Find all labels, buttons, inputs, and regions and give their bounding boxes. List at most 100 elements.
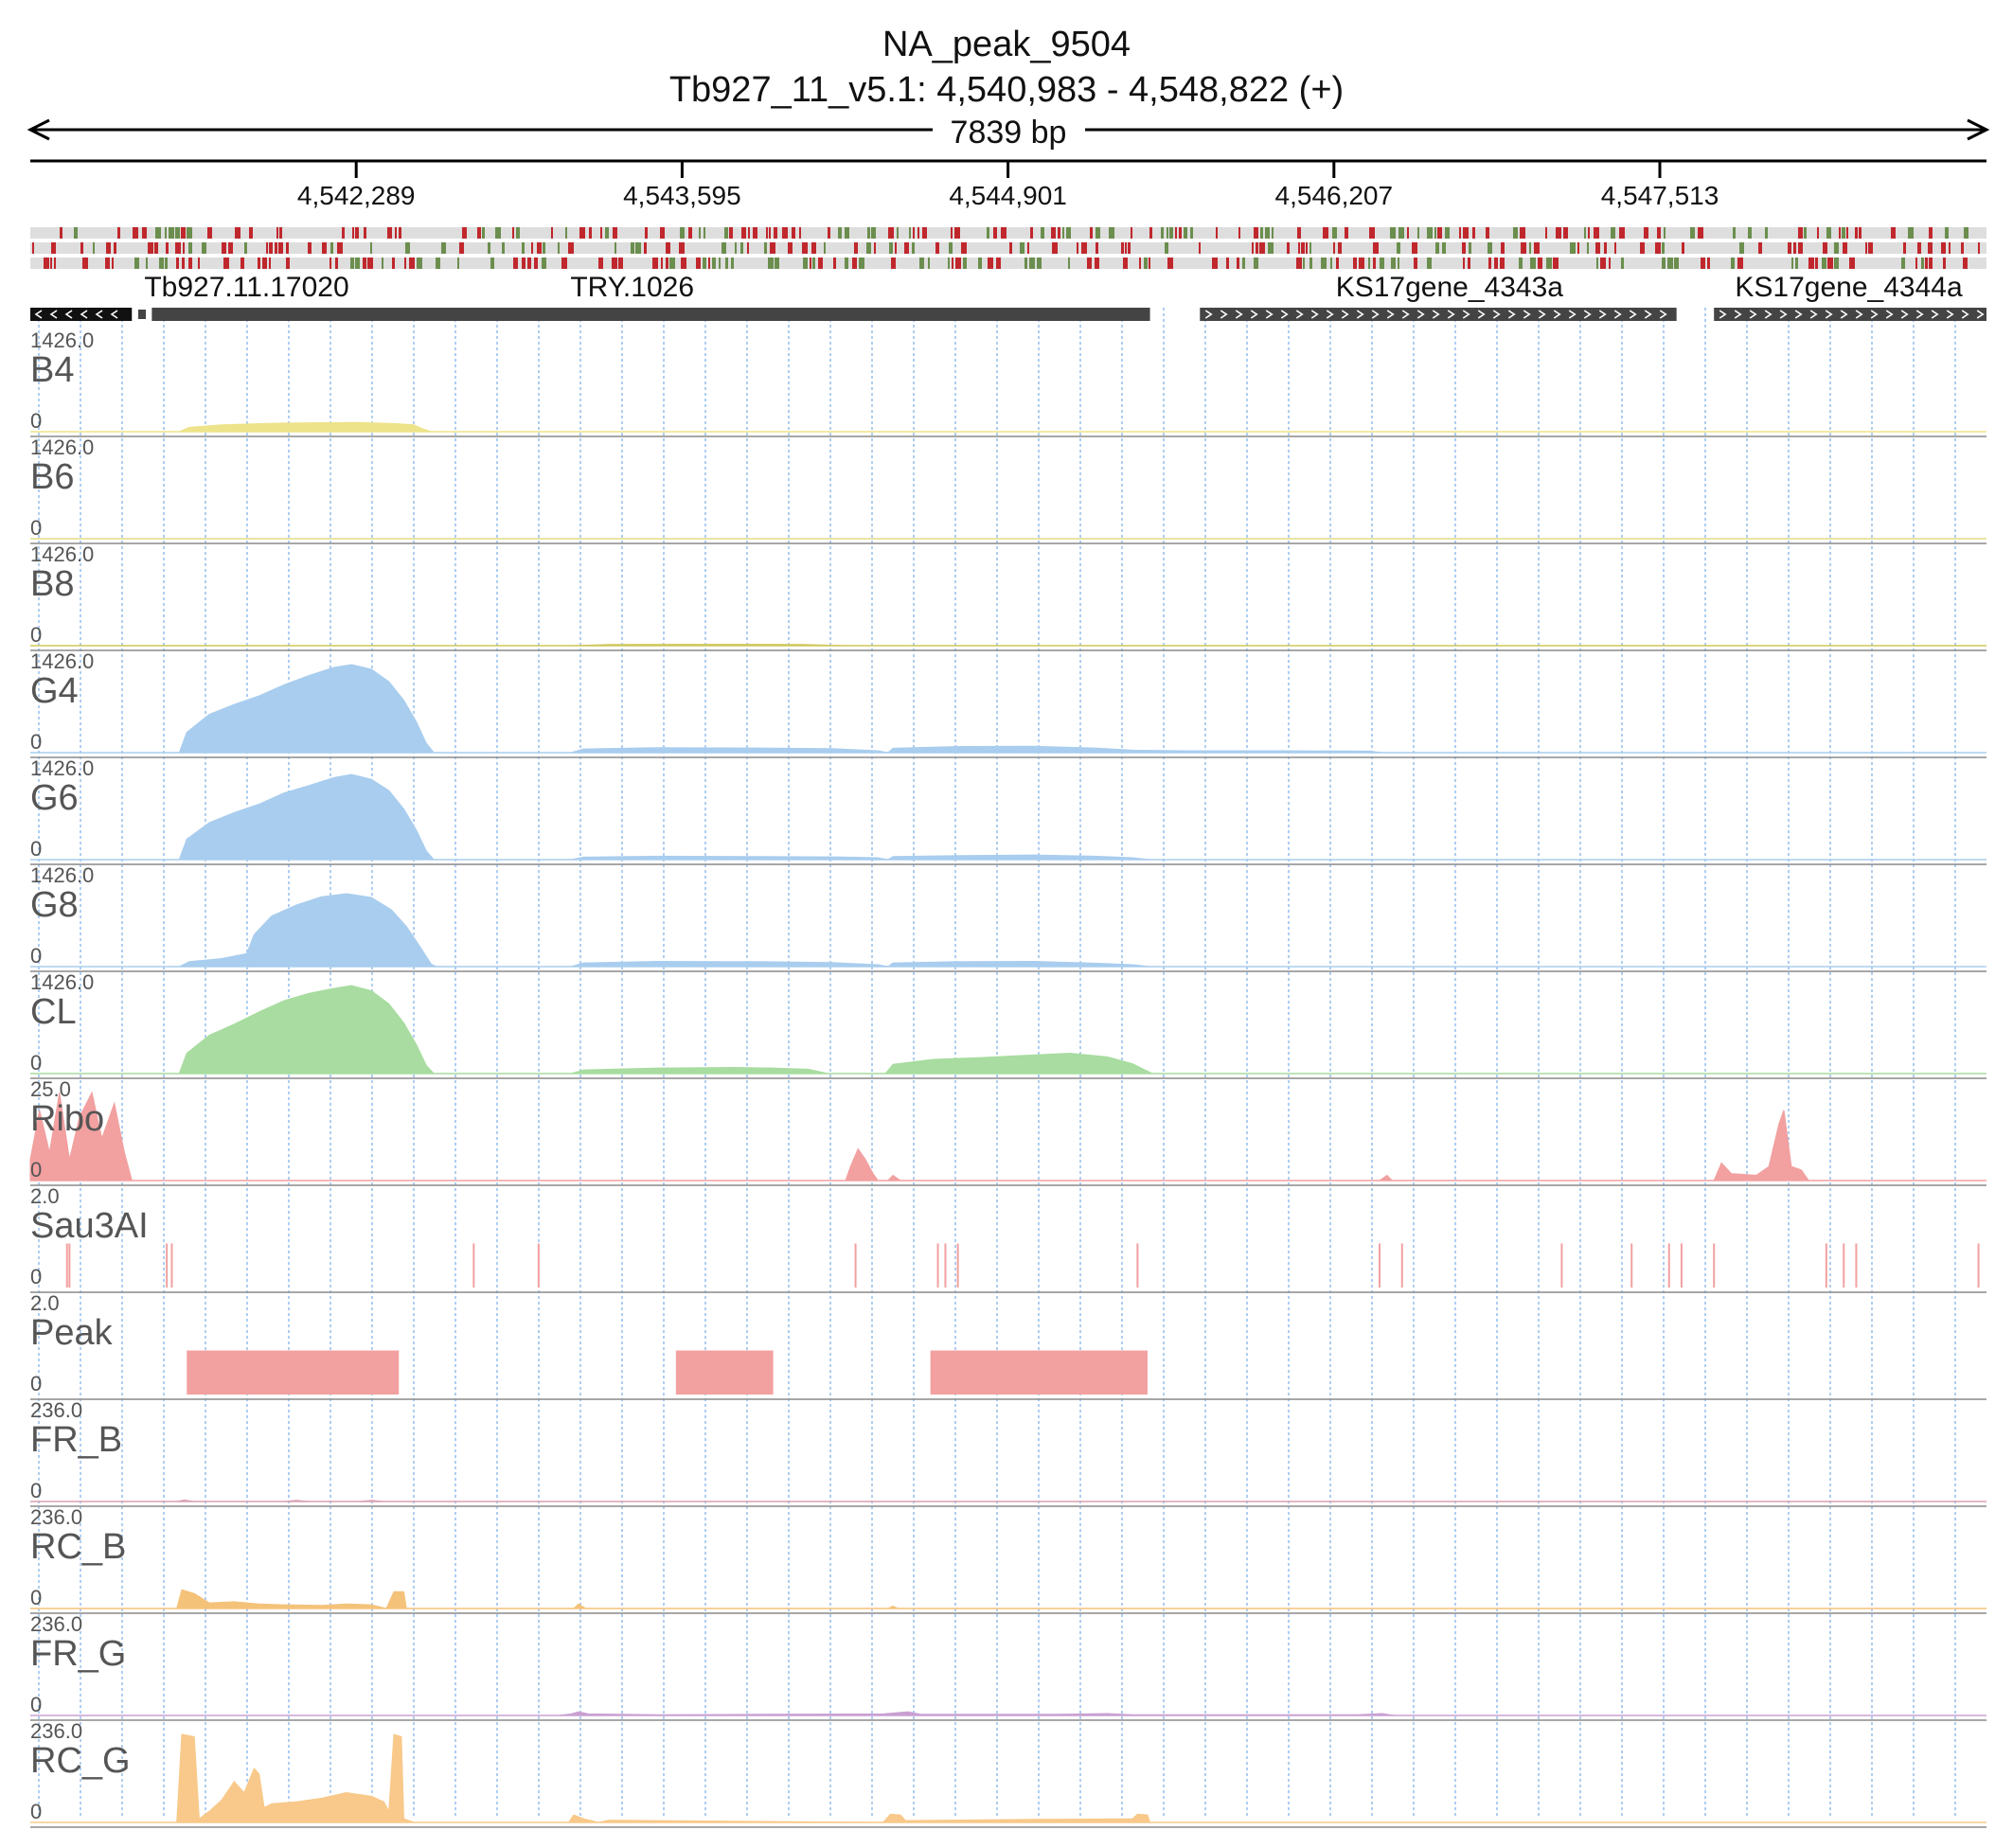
sequence-base-mark	[181, 227, 186, 239]
sequence-base-mark	[1621, 258, 1624, 269]
sequence-base-mark	[1123, 258, 1128, 269]
sequence-base-mark	[1584, 227, 1586, 239]
track-max-label: 1426.0	[30, 329, 94, 352]
sequence-base-mark	[954, 227, 960, 239]
sequence-base-mark	[1442, 242, 1446, 254]
gene-strand-arrow	[1840, 310, 1848, 319]
gene-strand-arrow	[1946, 310, 1954, 319]
sequence-base-mark	[1664, 227, 1666, 239]
sequence-base-mark	[1588, 227, 1590, 239]
sequence-base-mark	[1826, 227, 1831, 239]
sequence-base-mark	[60, 227, 62, 239]
gene-strand-arrow	[1386, 310, 1395, 319]
sequence-base-mark	[1179, 227, 1182, 239]
sequence-base-mark	[1587, 242, 1589, 254]
sequence-base-mark	[1945, 227, 1949, 239]
sequence-base-mark	[1594, 227, 1599, 239]
sequence-base-mark	[169, 227, 174, 239]
gene-strand-arrow	[1900, 310, 1909, 319]
sequence-base-mark	[1553, 258, 1559, 269]
sequence-base-mark	[613, 227, 617, 239]
sequence-base-mark	[1849, 258, 1855, 269]
sequence-base-mark	[165, 227, 167, 239]
sequence-base-mark	[364, 227, 366, 239]
sequence-base-mark	[1323, 227, 1328, 239]
sequence-base-mark	[1109, 227, 1114, 239]
sequence-base-mark	[579, 227, 585, 239]
track-max-label: 1426.0	[30, 435, 94, 459]
sequence-base-mark	[1855, 227, 1858, 239]
gene-strand-arrow	[1915, 310, 1924, 319]
sequence-base-mark	[1081, 242, 1087, 254]
sequence-base-mark	[1121, 242, 1124, 254]
span-arrow-left-head	[27, 118, 50, 141]
sequence-base-mark	[1161, 227, 1164, 239]
sequence-base-mark	[166, 242, 169, 254]
sequence-base-mark	[1978, 242, 1980, 254]
sequence-base-mark	[1252, 242, 1254, 254]
sequence-base-mark	[1788, 242, 1791, 254]
gene-strand-arrow	[1492, 310, 1501, 319]
sequence-base-mark	[1941, 242, 1946, 254]
sequence-base-mark	[912, 242, 915, 254]
sequence-base-mark	[534, 258, 538, 269]
sequence-base-mark	[335, 258, 338, 269]
gene-label: TRY.1026	[570, 272, 694, 303]
gene-annotation-track: Tb927.11.17020 TRY.1026 KS17gene_4343a KS17…	[30, 272, 1986, 321]
sequence-base-mark	[895, 242, 897, 254]
gene-strand-arrow	[34, 310, 43, 319]
sequence-base-mark	[729, 227, 733, 239]
gene-strand-arrow	[1613, 310, 1622, 319]
sequence-base-mark	[488, 242, 490, 254]
track-name-label: FR_B	[30, 1420, 122, 1460]
sequence-base-mark	[1737, 258, 1743, 269]
sequence-base-mark	[948, 258, 950, 269]
sequence-base-mark	[909, 227, 911, 239]
sequence-base-mark	[114, 242, 116, 254]
sequence-base-mark	[1459, 227, 1461, 239]
sequence-base-mark	[764, 242, 767, 254]
sequence-base-mark	[457, 258, 459, 269]
sequence-base-mark	[222, 242, 226, 254]
gene-strand-arrow	[1341, 310, 1349, 319]
sequence-base-mark	[112, 258, 114, 269]
sequence-base-mark	[1414, 258, 1417, 269]
sequence-base-mark	[949, 242, 953, 254]
sequence-base-mark	[1066, 227, 1071, 239]
sequence-base-mark	[405, 242, 410, 254]
sequence-base-mark	[1369, 227, 1375, 239]
track-name-label: CL	[30, 992, 77, 1032]
sequence-base-mark	[589, 227, 592, 239]
sequence-base-mark	[1338, 242, 1342, 254]
track-name-label: RC_B	[30, 1527, 126, 1567]
chart-subtitle: Tb927_11_v5.1: 4,540,983 - 4,548,822 (+)	[669, 70, 1344, 110]
sequence-base-mark	[719, 258, 721, 269]
sequence-base-mark	[395, 227, 397, 239]
sequence-base-mark	[1068, 258, 1070, 269]
sequence-base-mark	[631, 242, 634, 254]
sequence-base-mark	[666, 258, 668, 269]
sequence-base-mark	[1309, 242, 1311, 254]
sequence-base-mark	[1868, 242, 1873, 254]
sequence-base-mark	[987, 227, 989, 239]
sequence-base-mark	[1891, 227, 1896, 239]
gene-strand-arrow	[80, 310, 88, 319]
peak-interval	[187, 1350, 400, 1395]
sequence-base-mark	[618, 258, 623, 269]
gene-strand-arrow	[1235, 310, 1243, 319]
sequence-base-mark	[928, 258, 930, 269]
sequence-base-mark	[1614, 242, 1616, 254]
sequence-base-mark	[811, 242, 816, 254]
sequence-base-mark	[148, 242, 153, 254]
sequence-base-mark	[612, 258, 617, 269]
sequence-base-mark	[1167, 258, 1173, 269]
sequence-base-mark	[262, 258, 267, 269]
sequence-base-mark	[1333, 242, 1335, 254]
sequence-base-mark	[322, 242, 327, 254]
sequence-base-mark	[1513, 227, 1518, 239]
sequence-base-mark	[1309, 258, 1312, 269]
sequence-base-mark	[269, 242, 273, 254]
gene-strand-arrow	[1976, 310, 1985, 319]
sequence-base-mark	[543, 242, 545, 254]
